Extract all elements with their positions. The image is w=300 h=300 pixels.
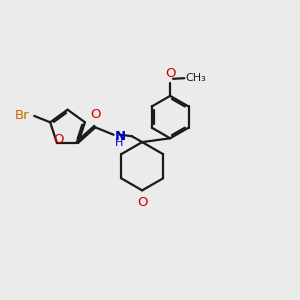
Text: N: N <box>115 130 126 143</box>
Text: O: O <box>165 67 175 80</box>
Text: O: O <box>137 196 147 209</box>
Text: O: O <box>54 133 64 146</box>
Text: H: H <box>115 138 124 148</box>
Text: O: O <box>90 108 101 121</box>
Text: CH₃: CH₃ <box>186 73 206 83</box>
Text: Br: Br <box>14 110 29 122</box>
